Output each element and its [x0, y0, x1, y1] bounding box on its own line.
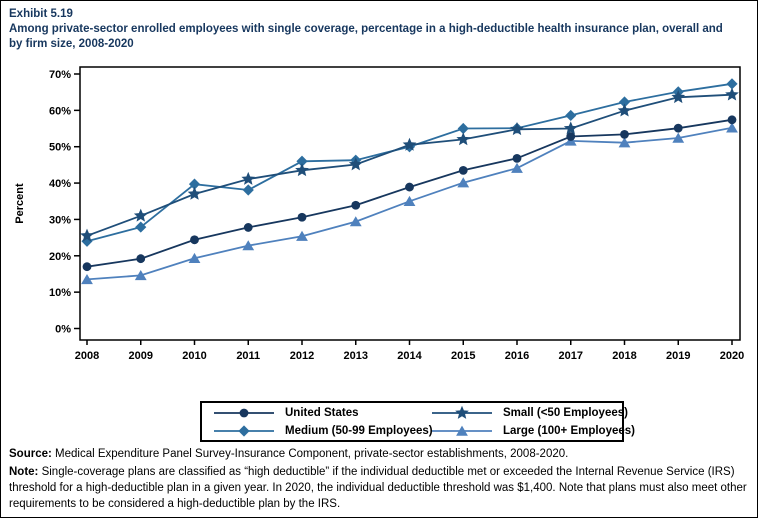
y-tick-label: 0%: [55, 324, 71, 336]
footnotes: Source: Medical Expenditure Panel Survey…: [9, 447, 751, 512]
series-united-states: [82, 115, 737, 272]
legend-label: Large (100+ Employees): [503, 424, 635, 437]
x-tick-label: 2011: [236, 350, 260, 362]
y-tick-label: 70%: [49, 69, 71, 81]
source-label: Source:: [9, 448, 52, 460]
series-medium-50-99-employees: [81, 78, 738, 247]
series-small-50-employees: [80, 87, 739, 242]
chart-title: Among private-sector enrolled employees …: [9, 23, 723, 51]
united-states-line-circle-icon: [214, 408, 274, 417]
x-tick-label: 2017: [559, 350, 583, 362]
source-note: Source: Medical Expenditure Panel Survey…: [9, 447, 751, 463]
note-label: Note:: [9, 465, 39, 478]
x-tick-label: 2008: [75, 350, 99, 362]
medium-firms-line-diamond-icon: [214, 424, 274, 437]
x-tick-label: 2018: [612, 350, 636, 362]
x-tick-label: 2009: [129, 350, 153, 362]
legend-item-small-firms: Small (<50 Employees): [430, 404, 635, 421]
legend-item-large-firms: Large (100+ Employees): [430, 422, 635, 439]
legend-item-medium-firms: Medium (50-99 Employees): [212, 422, 433, 439]
legend: United States Small (<50 Employees) Medi…: [200, 401, 635, 442]
note-text: Single-coverage plans are classified as …: [9, 465, 747, 510]
legend-item-united-states: United States: [212, 404, 430, 421]
large-firms-line-triangle-icon: [432, 425, 492, 436]
line-chart-canvas: 0% 10% 20% 30% 40% 50% 60% 70% 2008 2009 2010 2011 2…: [14, 66, 744, 362]
methodology-note: Note: Single-coverage plans are classifi…: [9, 465, 751, 513]
line-chart: 0% 10% 20% 30% 40% 50% 60% 70% 2008 2009 2010 2011 2…: [1, 1, 757, 401]
exhibit-number: Exhibit 5.19: [9, 8, 73, 20]
y-tick-label: 30%: [49, 214, 71, 226]
y-tick-label: 50%: [49, 142, 71, 154]
x-tick-label: 2010: [182, 350, 206, 362]
legend-label: Medium (50-99 Employees): [285, 424, 433, 437]
x-tick-label: 2019: [666, 350, 690, 362]
y-tick-label: 60%: [49, 105, 71, 117]
small-firms-line-star-icon: [432, 405, 492, 419]
series-large-100-employees: [81, 122, 738, 285]
legend-label: Small (<50 Employees): [503, 406, 628, 419]
x-tick-label: 2020: [720, 350, 744, 362]
x-tick-label: 2015: [451, 350, 475, 362]
y-tick-label: 10%: [49, 287, 71, 299]
legend-label: United States: [285, 406, 359, 419]
source-text: Medical Expenditure Panel Survey-Insuran…: [51, 448, 569, 460]
y-tick-label: 20%: [49, 251, 71, 263]
y-axis-label: Percent: [14, 183, 26, 224]
x-tick-label: 2014: [397, 350, 422, 362]
title-block: Exhibit 5.19 Among private-sector enroll…: [9, 7, 739, 53]
x-tick-label: 2016: [505, 350, 529, 362]
y-tick-label: 40%: [49, 178, 71, 190]
x-tick-label: 2012: [290, 350, 314, 362]
x-tick-label: 2013: [344, 350, 368, 362]
